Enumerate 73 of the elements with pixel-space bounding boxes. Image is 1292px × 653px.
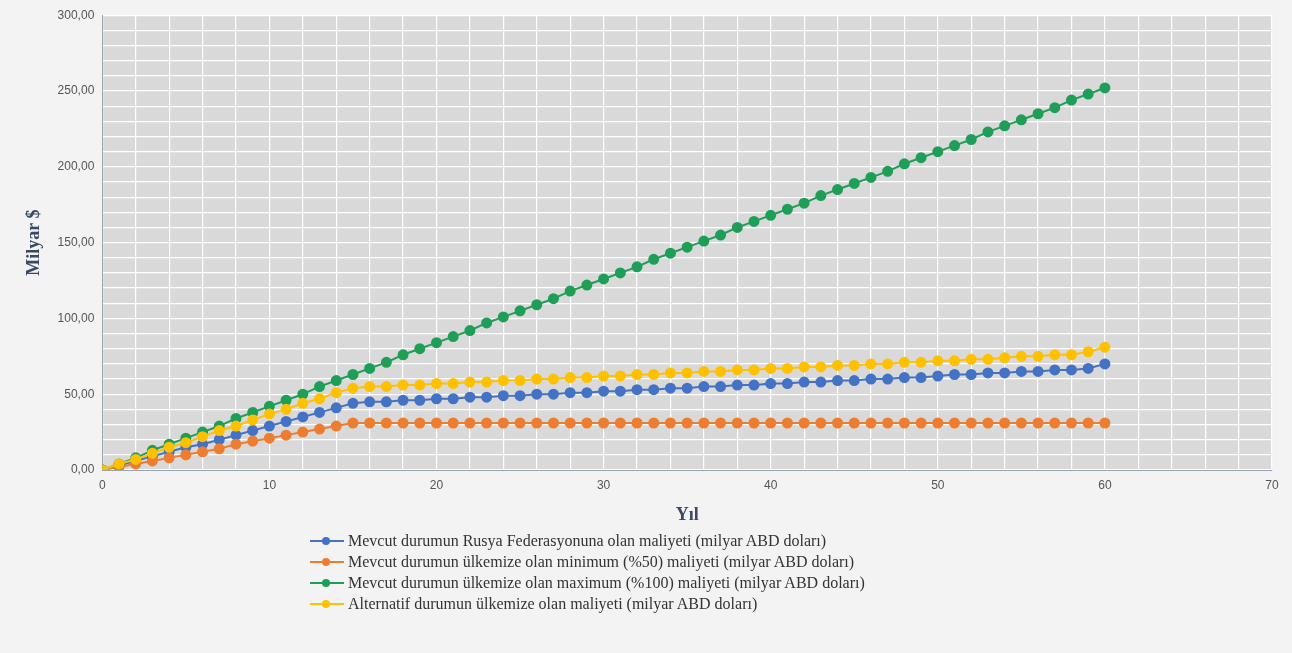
point	[982, 367, 994, 379]
point	[1049, 364, 1061, 376]
point	[664, 382, 676, 394]
point	[898, 372, 910, 384]
x-tick-label: 20	[429, 477, 444, 492]
point	[464, 391, 476, 403]
y-tick-label: 250,00	[57, 83, 95, 98]
point	[330, 402, 342, 414]
point	[832, 375, 844, 387]
point	[531, 388, 543, 400]
point	[715, 381, 727, 393]
point	[547, 388, 559, 400]
point	[748, 379, 760, 391]
legend-label: Mevcut durumun Rusya Federasyonuna olan maliyeti (milyar ABD doları)	[348, 531, 827, 551]
point	[1065, 364, 1077, 376]
point	[431, 393, 442, 405]
point	[314, 406, 326, 418]
point	[497, 390, 509, 402]
x-tick-label: 70	[1265, 477, 1279, 492]
y-tick-label: 200,00	[57, 159, 95, 174]
point	[481, 391, 493, 403]
y-tick-label: 0,00	[70, 462, 95, 477]
point	[631, 384, 643, 396]
point	[380, 396, 392, 408]
point	[364, 396, 376, 408]
point	[280, 415, 292, 427]
point	[397, 394, 409, 406]
point	[815, 376, 827, 388]
point	[965, 368, 977, 380]
legend-label: Mevcut durumun ülkemize olan minimum (%50) maliyeti (milyar ABD doları)	[348, 552, 855, 572]
x-tick-label: 10	[262, 477, 277, 492]
point	[598, 385, 610, 397]
point	[731, 379, 743, 391]
point	[848, 375, 860, 387]
x-tick-label: 40	[764, 477, 778, 492]
y-tick-label: 300,00	[57, 7, 95, 22]
point	[1015, 365, 1027, 377]
point	[1099, 358, 1111, 370]
x-tick-label: 50	[931, 477, 945, 492]
point	[999, 367, 1011, 379]
point	[347, 397, 359, 409]
point	[447, 393, 459, 405]
x-tick-label: 60	[1098, 477, 1112, 492]
point	[414, 394, 426, 406]
point	[514, 390, 526, 402]
point	[1082, 362, 1094, 374]
point	[798, 376, 810, 388]
point	[1032, 365, 1044, 377]
point	[263, 420, 275, 432]
y-axis-title: Milyar $	[23, 209, 44, 276]
point	[915, 372, 927, 384]
point	[765, 378, 777, 390]
point	[564, 387, 576, 399]
point	[932, 370, 944, 382]
point	[882, 373, 894, 385]
x-tick-label: 30	[596, 477, 611, 492]
legend-label: Mevcut durumun ülkemize olan maximum (%100) maliyeti (milyar ABD doları)	[348, 573, 865, 593]
point	[681, 382, 693, 394]
point	[648, 384, 660, 396]
point	[698, 381, 710, 393]
point	[581, 387, 593, 399]
point	[247, 425, 259, 437]
y-tick-label: 150,00	[57, 234, 95, 249]
y-tick-label: 100,00	[57, 310, 95, 325]
point	[614, 385, 626, 397]
x-tick-label: 0	[98, 477, 106, 492]
point	[865, 373, 877, 385]
point	[781, 378, 793, 390]
legend-label: Alternatif durumun ülkemize olan maliyeti (milyar ABD doları)	[348, 594, 758, 614]
x-axis-title: Yıl	[675, 503, 699, 524]
point	[297, 411, 309, 423]
y-tick-label: 50,00	[64, 386, 95, 401]
point	[949, 368, 961, 380]
